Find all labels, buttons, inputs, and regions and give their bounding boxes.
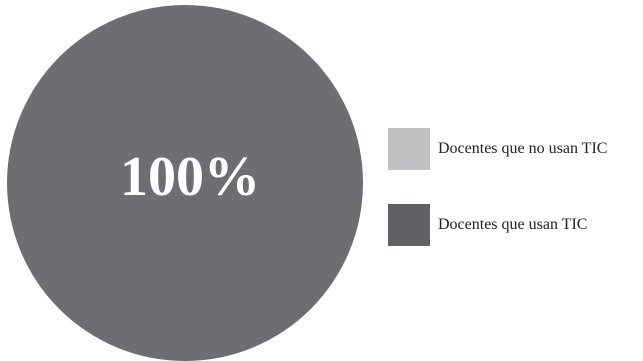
legend-label-no-usan-tic: Docentes que no usan TIC	[438, 140, 608, 157]
slice-label-docentes-que-usan-tic: 100%	[120, 146, 260, 208]
pie-chart: 100%	[7, 5, 363, 361]
legend: Docentes que no usan TIC Docentes que us…	[388, 128, 607, 280]
pie-slices	[7, 5, 363, 361]
legend-swatch-no-usan-tic	[388, 128, 430, 170]
pie-slice-docentes-que-usan-tic	[7, 5, 363, 361]
legend-label-usan-tic: Docentes que usan TIC	[438, 216, 588, 233]
legend-item-usan-tic: Docentes que usan TIC	[388, 204, 607, 246]
legend-item-no-usan-tic: Docentes que no usan TIC	[388, 128, 607, 170]
legend-swatch-usan-tic	[388, 204, 430, 246]
